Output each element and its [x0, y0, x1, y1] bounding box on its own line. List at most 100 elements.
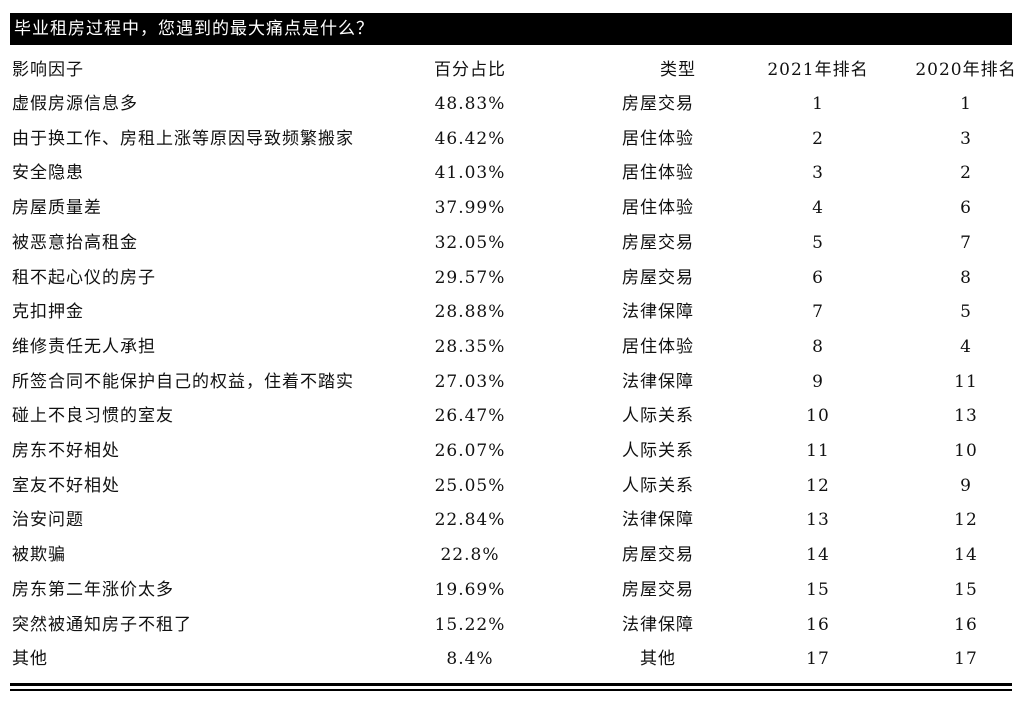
- cell-type: 居住体验: [622, 128, 694, 149]
- table-row: 由于换工作、房租上涨等原因导致频繁搬家 46.42% 居住体验 2 3: [0, 122, 1022, 156]
- header-type: 类型: [660, 60, 696, 80]
- header-factor: 影响因子: [12, 60, 84, 80]
- cell-type: 人际关系: [622, 441, 694, 461]
- cell-percent: 29.57%: [434, 267, 506, 288]
- cell-percent: 19.69%: [434, 579, 506, 600]
- cell-rank-2020: 8: [960, 267, 972, 288]
- cell-factor: 房东不好相处: [12, 441, 120, 461]
- cell-rank-2021: 17: [806, 649, 830, 670]
- cell-rank-2020: 12: [954, 510, 978, 531]
- cell-rank-2020: 6: [960, 198, 972, 219]
- cell-rank-2021: 14: [806, 545, 830, 566]
- table-header: 影响因子 百分占比 类型 2021年排名 2020年排名: [0, 53, 1022, 87]
- table-row: 维修责任无人承担 28.35% 居住体验 8 4: [0, 330, 1022, 364]
- cell-factor: 被欺骗: [12, 545, 66, 566]
- cell-rank-2020: 17: [954, 649, 978, 670]
- cell-percent: 28.35%: [434, 336, 506, 357]
- cell-factor: 安全隐患: [12, 163, 84, 184]
- cell-factor: 突然被通知房子不租了: [12, 614, 192, 635]
- cell-factor: 室友不好相处: [12, 475, 120, 496]
- cell-rank-2021: 11: [806, 441, 830, 461]
- cell-factor: 其他: [12, 649, 48, 670]
- table-row: 碰上不良习惯的室友 26.47% 人际关系 10 13: [0, 399, 1022, 433]
- cell-type: 房屋交易: [622, 267, 694, 288]
- cell-type: 房屋交易: [622, 232, 694, 253]
- cell-rank-2021: 9: [812, 371, 824, 392]
- table-row: 房屋质量差 37.99% 居住体验 4 6: [0, 191, 1022, 225]
- bottom-rule-bottom: [10, 689, 1012, 691]
- table-row: 突然被通知房子不租了 15.22% 法律保障 16 16: [0, 608, 1022, 642]
- table-row: 被欺骗 22.8% 房屋交易 14 14: [0, 538, 1022, 572]
- cell-percent: 41.03%: [434, 163, 506, 184]
- cell-rank-2020: 16: [954, 614, 978, 635]
- cell-rank-2021: 10: [806, 406, 830, 427]
- cell-rank-2020: 13: [954, 406, 978, 427]
- cell-rank-2020: 7: [960, 232, 972, 253]
- cell-factor: 租不起心仪的房子: [12, 267, 156, 288]
- cell-type: 法律保障: [622, 510, 694, 531]
- cell-type: 房屋交易: [622, 545, 694, 566]
- cell-factor: 治安问题: [12, 510, 84, 531]
- table-title: 毕业租房过程中，您遇到的最大痛点是什么？: [10, 13, 1012, 45]
- cell-rank-2021: 8: [812, 336, 824, 357]
- cell-rank-2021: 15: [806, 579, 830, 600]
- cell-percent: 25.05%: [434, 475, 506, 496]
- cell-percent: 22.84%: [434, 510, 506, 531]
- table-row: 克扣押金 28.88% 法律保障 7 5: [0, 295, 1022, 329]
- cell-rank-2021: 5: [812, 232, 824, 253]
- cell-rank-2021: 16: [806, 614, 830, 635]
- cell-rank-2021: 1: [812, 94, 824, 114]
- cell-percent: 32.05%: [434, 232, 506, 253]
- cell-percent: 48.83%: [434, 94, 506, 114]
- cell-percent: 37.99%: [434, 198, 506, 219]
- cell-rank-2020: 9: [960, 475, 972, 496]
- cell-rank-2021: 12: [806, 475, 830, 496]
- cell-percent: 28.88%: [434, 302, 506, 323]
- cell-factor: 房东第二年涨价太多: [12, 579, 174, 600]
- cell-type: 居住体验: [622, 336, 694, 357]
- cell-percent: 26.07%: [434, 441, 506, 461]
- table-row: 室友不好相处 25.05% 人际关系 12 9: [0, 469, 1022, 503]
- cell-percent: 46.42%: [434, 128, 506, 149]
- cell-rank-2021: 7: [812, 302, 824, 323]
- table-row: 房东不好相处 26.07% 人际关系 11 10: [0, 434, 1022, 468]
- cell-type: 房屋交易: [622, 579, 694, 600]
- cell-factor: 所签合同不能保护自己的权益，住着不踏实: [12, 371, 354, 392]
- cell-factor: 碰上不良习惯的室友: [12, 406, 174, 427]
- cell-rank-2021: 6: [812, 267, 824, 288]
- cell-rank-2020: 2: [960, 163, 972, 184]
- cell-rank-2021: 3: [812, 163, 824, 184]
- table-row: 安全隐患 41.03% 居住体验 3 2: [0, 156, 1022, 190]
- cell-type: 人际关系: [622, 406, 694, 427]
- cell-factor: 被恶意抬高租金: [12, 232, 138, 253]
- cell-type: 法律保障: [622, 371, 694, 392]
- table-row: 房东第二年涨价太多 19.69% 房屋交易 15 15: [0, 573, 1022, 607]
- cell-rank-2021: 2: [812, 128, 824, 149]
- table-row: 治安问题 22.84% 法律保障 13 12: [0, 503, 1022, 537]
- cell-rank-2020: 11: [954, 371, 978, 392]
- cell-rank-2020: 4: [960, 336, 972, 357]
- table-row: 被恶意抬高租金 32.05% 房屋交易 5 7: [0, 226, 1022, 260]
- cell-percent: 26.47%: [434, 406, 506, 427]
- cell-type: 其他: [640, 649, 676, 670]
- cell-factor: 由于换工作、房租上涨等原因导致频繁搬家: [12, 128, 354, 149]
- cell-rank-2021: 4: [812, 198, 824, 219]
- bottom-rule-top: [10, 683, 1012, 686]
- cell-type: 居住体验: [622, 163, 694, 184]
- cell-rank-2020: 15: [954, 579, 978, 600]
- header-rank-2021: 2021年排名: [767, 60, 869, 80]
- cell-type: 法律保障: [622, 614, 694, 635]
- cell-type: 法律保障: [622, 302, 694, 323]
- table-row: 所签合同不能保护自己的权益，住着不踏实 27.03% 法律保障 9 11: [0, 365, 1022, 399]
- table-row: 租不起心仪的房子 29.57% 房屋交易 6 8: [0, 261, 1022, 295]
- cell-factor: 克扣押金: [12, 302, 84, 323]
- cell-rank-2020: 3: [960, 128, 972, 149]
- cell-percent: 8.4%: [446, 649, 494, 670]
- table-row: 虚假房源信息多 48.83% 房屋交易 1 1: [0, 87, 1022, 121]
- header-percent: 百分占比: [434, 60, 506, 80]
- cell-rank-2020: 14: [954, 545, 978, 566]
- cell-rank-2020: 5: [960, 302, 972, 323]
- cell-rank-2020: 1: [960, 94, 972, 114]
- cell-type: 房屋交易: [622, 94, 694, 114]
- cell-percent: 15.22%: [434, 614, 506, 635]
